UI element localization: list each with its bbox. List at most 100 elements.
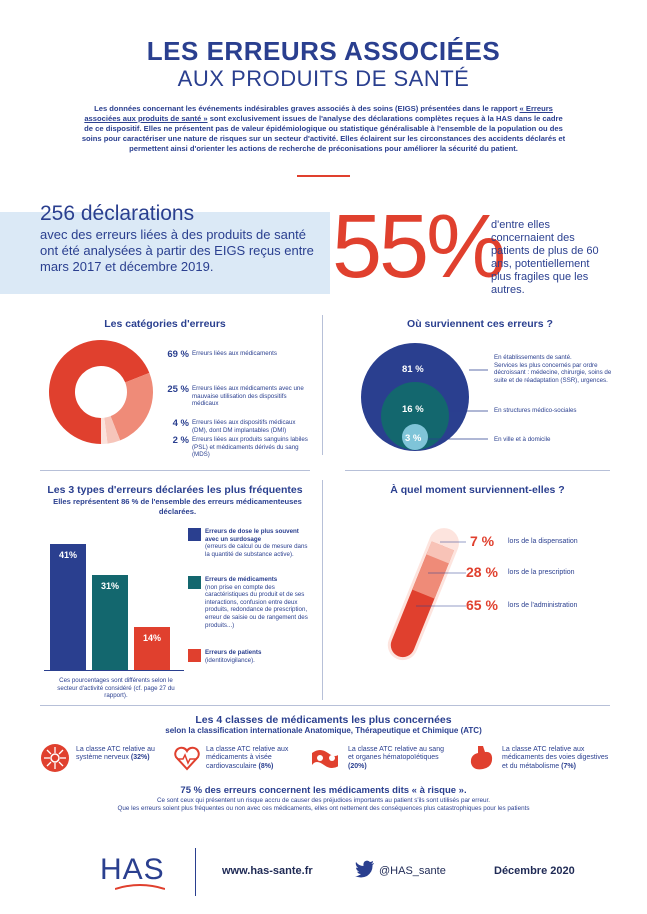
atc-item-nervous-text: La classe ATC relative au système nerveu… (76, 746, 155, 762)
when-label-prescription: lors de la prescription (508, 569, 575, 576)
elderly-percent: 55% (332, 197, 506, 297)
vertical-divider-1 (322, 315, 323, 455)
where-label-medico-social: En structures médico-sociales (494, 407, 577, 414)
atc-subtitle: selon la classification internationale A… (165, 726, 482, 735)
page-title-line2: AUX PRODUITS DE SANTÉ (177, 66, 470, 91)
atc-item-cardio-pct: (8%) (258, 762, 274, 770)
types-bar-label-1: 31% (100, 580, 119, 591)
types-bar-0: 41% (50, 544, 86, 670)
where-circle-medico-social (381, 382, 449, 450)
types-legend-swatch-1 (188, 576, 201, 589)
where-label-hospital: En établissements de santé. Services les… (494, 354, 614, 384)
has-logo-swoosh (115, 884, 165, 890)
categories-donut-slices (49, 340, 153, 444)
twitter-icon[interactable] (355, 860, 375, 878)
categories-slice-2 (104, 416, 121, 444)
red-divider (297, 175, 350, 177)
atc-item-blood: La classe ATC relative au sang et organe… (348, 746, 448, 771)
atc-risk-desc2: Que les erreurs soient plus fréquentes o… (117, 805, 530, 812)
nervous-system-icon (41, 744, 69, 772)
horizontal-divider-left (40, 470, 310, 471)
categories-slice-1 (110, 372, 153, 441)
intro-part2: sont exclusivement issues de l'analyse d… (81, 114, 566, 153)
publication-date: Décembre 2020 (494, 865, 575, 877)
where-label-hospital-line2: Services les plus concernés par ordre dé… (494, 361, 612, 384)
types-legend-desc-0: (erreurs de calcul ou de mesure dans la … (205, 543, 308, 558)
types-legend-swatch-2 (188, 649, 201, 662)
website-link[interactable]: www.has-sante.fr (222, 865, 313, 877)
atc-item-cardio-text: La classe ATC relative aux médicaments à… (206, 746, 289, 770)
categories-pct-0: 69 % (167, 349, 189, 360)
types-bar-label-0: 41% (58, 550, 77, 560)
horizontal-divider-atc (40, 705, 610, 706)
when-label-dispensation: lors de la dispensation (508, 538, 578, 545)
where-label-hospital-line1: En établissements de santé. (494, 354, 572, 361)
when-pct-administration: 65 % (466, 597, 498, 613)
elderly-description: d'entre elles concernaient des patients … (491, 219, 599, 296)
test-tube-graphic (387, 528, 466, 661)
has-logo[interactable]: HAS (100, 853, 165, 887)
types-legend-title-2: Erreurs de patients (205, 649, 262, 656)
types-legend-text-1: Erreurs de médicaments (non prise en comp… (205, 576, 310, 629)
atc-item-nervous: La classe ATC relative au système nerveu… (76, 746, 171, 763)
atc-item-digestive-pct: (7%) (561, 762, 576, 770)
types-title: Les 3 types d'erreurs déclarées les plus… (47, 484, 303, 496)
when-title: À quel moment surviennent-elles ? (390, 484, 565, 496)
types-baseline (44, 670, 184, 671)
categories-pct-1: 25 % (167, 384, 189, 395)
when-label-administration: lors de l'administration (508, 602, 578, 609)
types-bar-chart: 41% 31% 14% (50, 544, 180, 670)
horizontal-divider-right (345, 470, 610, 471)
types-bar-2: 14% (134, 626, 170, 670)
types-legend-title-1: Erreurs de médicaments (205, 576, 278, 583)
vertical-divider-2 (322, 480, 323, 700)
heart-icon (174, 746, 200, 771)
stomach-icon (470, 746, 493, 770)
declarations-description: avec des erreurs liées à des produits de… (40, 227, 314, 274)
types-footnote: Ces pourcentages sont différents selon l… (57, 677, 175, 700)
where-title: Où surviennent ces erreurs ? (407, 318, 553, 330)
atc-risk-title: 75 % des erreurs concernent les médicame… (180, 785, 467, 796)
where-pct-home: 3 % (405, 433, 422, 444)
atc-item-blood-pct: (20%) (348, 762, 367, 770)
types-legend-title-0: Erreurs de dose le plus souvent avec un … (205, 528, 299, 543)
categories-label-3: Erreurs liées aux produits sanguins labi… (192, 436, 308, 459)
where-label-home: En ville et à domicile (494, 436, 551, 443)
types-bar-1: 31% (92, 574, 128, 670)
twitter-handle[interactable]: @HAS_sante (379, 865, 446, 877)
where-circles (361, 343, 488, 451)
types-legend-text-0: Erreurs de dose le plus souvent avec un … (205, 528, 310, 558)
atc-item-digestive: La classe ATC relative aux médicaments d… (502, 746, 612, 771)
categories-title: Les catégories d'erreurs (104, 318, 226, 330)
declarations-count: 256 déclarations (40, 202, 195, 225)
when-pct-dispensation: 7 % (470, 533, 495, 549)
categories-donut (49, 340, 153, 444)
categories-label-0: Erreurs liées aux médicaments (192, 350, 277, 357)
where-circle-home (402, 424, 428, 450)
blood-icon (312, 750, 338, 768)
page-title-line1: LES ERREURS ASSOCIÉES (146, 36, 501, 66)
tube-fill-dispensation (426, 541, 454, 564)
types-bar-label-2: 14% (142, 632, 161, 643)
types-legend-swatch-0 (188, 528, 201, 541)
has-logo-text: HAS (100, 853, 165, 886)
when-pct-prescription: 28 % (466, 564, 498, 580)
atc-title: Les 4 classes de médicaments les plus co… (195, 714, 452, 726)
categories-pct-2: 4 % (172, 418, 189, 429)
declarations-band (0, 212, 330, 294)
atc-item-blood-text: La classe ATC relative au sang et organe… (348, 746, 444, 762)
atc-item-nervous-pct: (32%) (130, 754, 150, 762)
types-legend-desc-1: (non prise en compte des caractéristique… (205, 583, 308, 629)
where-pct-hospital: 81 % (402, 364, 424, 375)
types-legend-desc-2: (identitovigilance). (205, 656, 255, 664)
atc-item-digestive-text: La classe ATC relative aux médicaments d… (502, 746, 609, 770)
intro-part1: Les données concernant les événements in… (94, 104, 518, 113)
categories-slice-0 (49, 340, 150, 444)
where-pct-medico-social: 16 % (402, 404, 424, 415)
categories-label-2: Erreurs liées aux dispositifs médicaux (… (192, 419, 296, 434)
atc-item-cardio: La classe ATC relative aux médicaments à… (206, 746, 301, 771)
types-subtitle: Elles représentent 86 % de l'ensemble de… (53, 497, 302, 516)
categories-slice-3 (101, 417, 108, 444)
categories-label-1: Erreurs liées aux médicaments avec une m… (192, 385, 304, 408)
report-link[interactable]: « Erreurs associées aux produits de sant… (84, 104, 553, 123)
